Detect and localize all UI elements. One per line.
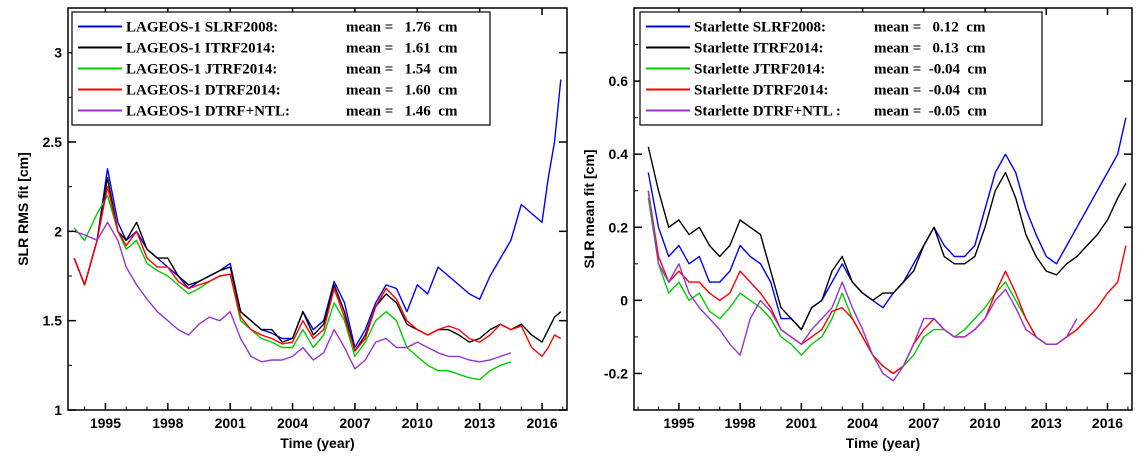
series-line-3 [73, 186, 562, 358]
x-tick-label: 2001 [215, 415, 246, 431]
legend-label-4: Starlette DTRF+NTL : [694, 104, 841, 120]
legend-mean-4: mean = 1.46 cm [346, 104, 458, 120]
legend-label-2: LAGEOS-1 JTRF2014: [126, 62, 277, 78]
legend-box [71, 11, 491, 126]
x-tick-label: 2004 [277, 415, 308, 431]
x-tick-label: 2004 [847, 415, 878, 431]
x-tick-label: 1998 [152, 415, 183, 431]
x-tick-label: 2016 [1092, 415, 1123, 431]
y-tick-label: 0 [620, 292, 628, 308]
x-tick-label: 2007 [908, 415, 939, 431]
x-tick-label: 2001 [786, 415, 817, 431]
rms-fit-panel: 1995 1998 2001 2004 2007 2010 2013 2016 1 1.5 2 2.5… [15, 7, 568, 451]
y-tick-label: 3 [54, 45, 62, 61]
series-line-1 [73, 177, 562, 352]
legend-label-3: Starlette DTRF2014: [694, 83, 829, 99]
y-tick-label: 1 [54, 402, 62, 418]
legend-mean-2: mean = -0.04 cm [874, 62, 987, 78]
x-tick-label: 2010 [969, 415, 1000, 431]
x-tick-label: 2007 [339, 415, 370, 431]
legend-mean-0: mean = 0.12 cm [874, 20, 986, 36]
plot-frame [67, 7, 568, 411]
x-tick-label: 2013 [1031, 415, 1062, 431]
y-tick-label: 2.5 [43, 134, 63, 150]
series-line-4 [73, 221, 512, 370]
x-tick-label: 1995 [663, 415, 694, 431]
legend-mean-0: mean = 1.76 cm [346, 20, 458, 36]
legend-label-0: Starlette SLRF2008: [694, 20, 826, 36]
x-tick-label: 1995 [90, 415, 121, 431]
x-tick-label: 2010 [402, 415, 433, 431]
y-axis-title: SLR RMS fit [cm] [15, 152, 31, 266]
legend-label-4: LAGEOS-1 DTRF+NTL: [126, 104, 290, 120]
y-axis-title: SLR mean fit [cm] [581, 149, 597, 268]
y-tick-label: 0.4 [609, 146, 629, 162]
legend-label-2: Starlette JTRF2014: [694, 62, 825, 78]
series-line-1 [647, 146, 1127, 331]
legend-mean-1: mean = 0.13 cm [874, 41, 986, 57]
legend-mean-1: mean = 1.61 cm [346, 41, 458, 57]
y-tick-label: 1.5 [43, 313, 63, 329]
x-tick-label: 1998 [725, 415, 756, 431]
x-axis-title: Time (year) [280, 435, 354, 451]
legend-mean-3: mean = 1.60 cm [346, 83, 458, 99]
legend-label-1: Starlette ITRF2014: [694, 41, 824, 57]
series-line-2 [73, 194, 512, 381]
x-axis-title: Time (year) [846, 435, 920, 451]
legend-label-0: LAGEOS-1 SLRF2008: [126, 20, 278, 36]
series-line-0 [647, 117, 1127, 331]
legend-mean-2: mean = 1.54 cm [346, 62, 458, 78]
legend-box [639, 11, 1043, 126]
x-tick-label: 2016 [526, 415, 557, 431]
y-tick-label: 2 [54, 223, 62, 239]
legend-label-1: LAGEOS-1 ITRF2014: [126, 41, 276, 57]
y-tick-label: -0.2 [604, 365, 628, 381]
series-line-4 [647, 190, 1078, 382]
legend-mean-3: mean = -0.04 cm [874, 83, 987, 99]
legend-label-3: LAGEOS-1 DTRF2014: [126, 83, 281, 99]
legend-mean-4: mean = -0.05 cm [874, 104, 987, 120]
y-tick-label: 0.6 [609, 73, 629, 89]
mean-fit-panel: 1995 1998 2001 2004 2007 2010 2013 2016 -0.2 0 0.2… [581, 7, 1133, 451]
x-tick-label: 2013 [464, 415, 495, 431]
y-tick-label: 0.2 [609, 219, 629, 235]
